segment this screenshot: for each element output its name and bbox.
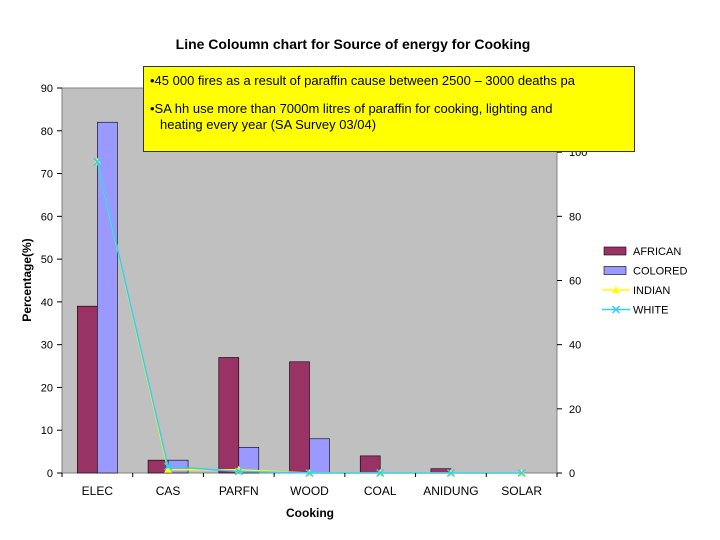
legend-swatch <box>603 246 627 256</box>
left-tick-label: 20 <box>41 382 53 394</box>
legend-marker <box>612 286 620 293</box>
x-tick-label: ANIDUNG <box>423 484 478 498</box>
legend-label: COLORED <box>633 266 687 278</box>
point-white <box>93 157 102 166</box>
right-tick-label: 60 <box>569 276 581 288</box>
x-tick-label: ELEC <box>82 484 114 498</box>
chart-title: Line Coloumn chart for Source of energy … <box>176 36 531 52</box>
legend: AFRICAN COLORED INDIAN WHITE <box>600 241 705 321</box>
annotation-line-2a: •SA hh use more than 7000m litres of par… <box>150 101 553 116</box>
point-white <box>234 467 243 476</box>
y-axis-label: Percentage(%) <box>20 238 34 321</box>
point-mark <box>164 462 173 471</box>
point-mark <box>446 468 455 478</box>
point-mark <box>517 468 526 478</box>
bar-colored <box>238 447 260 474</box>
left-tick-label: 10 <box>41 425 53 437</box>
annotation-line-2b: heating every year (SA Survey 03/04) <box>160 117 377 132</box>
annotation-line-1: •45 000 fires as a result of paraffin ca… <box>150 73 575 88</box>
left-tick-label: 80 <box>41 126 53 138</box>
right-tick-label: 80 <box>569 211 581 223</box>
point-mark <box>234 467 243 476</box>
annotation-box: •45 000 fires as a result of paraffin ca… <box>143 66 635 152</box>
right-tick-label: 40 <box>569 340 581 352</box>
x-tick-label: PARFN <box>219 484 259 498</box>
x-tick-label: SOLAR <box>501 484 542 498</box>
right-tick-label: 0 <box>569 468 575 480</box>
point-white <box>164 462 173 471</box>
bar-african <box>218 357 240 474</box>
left-tick-label: 90 <box>41 83 53 95</box>
left-tick-label: 0 <box>47 468 53 480</box>
legend-label: INDIAN <box>633 285 670 297</box>
left-tick-label: 50 <box>41 254 53 266</box>
point-mark <box>93 157 102 166</box>
legend-marker <box>611 305 621 314</box>
bar-african <box>77 305 98 474</box>
left-tick-label: 40 <box>41 297 53 309</box>
point-mark <box>305 468 314 478</box>
x-tick-label: CAS <box>156 484 181 498</box>
legend-swatch <box>603 266 627 275</box>
left-tick-label: 60 <box>41 211 53 223</box>
bar-colored <box>97 121 118 474</box>
annotation-line-2: •SA hh use more than 7000m litres of par… <box>150 101 628 133</box>
x-ticks: ELEC CAS PARFN WOOD COAL ANIDUNG SOLAR <box>61 473 558 498</box>
right-tick-label: 20 <box>569 404 581 416</box>
left-axis: 0 10 20 30 40 50 60 70 80 90 <box>41 83 62 480</box>
point-mark <box>376 468 385 478</box>
point-white <box>305 468 314 478</box>
point-indian <box>164 465 173 473</box>
x-tick-label: COAL <box>364 484 397 498</box>
point-white <box>376 468 385 478</box>
legend-label: WHITE <box>633 305 668 317</box>
left-tick-label: 70 <box>41 169 53 181</box>
bar-colored <box>309 438 330 474</box>
bar-african <box>289 361 310 474</box>
legend-label: AFRICAN <box>633 246 681 258</box>
x-axis-label: Cooking <box>286 506 334 520</box>
point-white <box>446 468 455 478</box>
bars <box>77 121 452 474</box>
lines <box>93 157 526 478</box>
point-white <box>517 468 526 478</box>
left-tick-label: 30 <box>41 340 53 352</box>
x-tick-label: WOOD <box>290 484 329 498</box>
